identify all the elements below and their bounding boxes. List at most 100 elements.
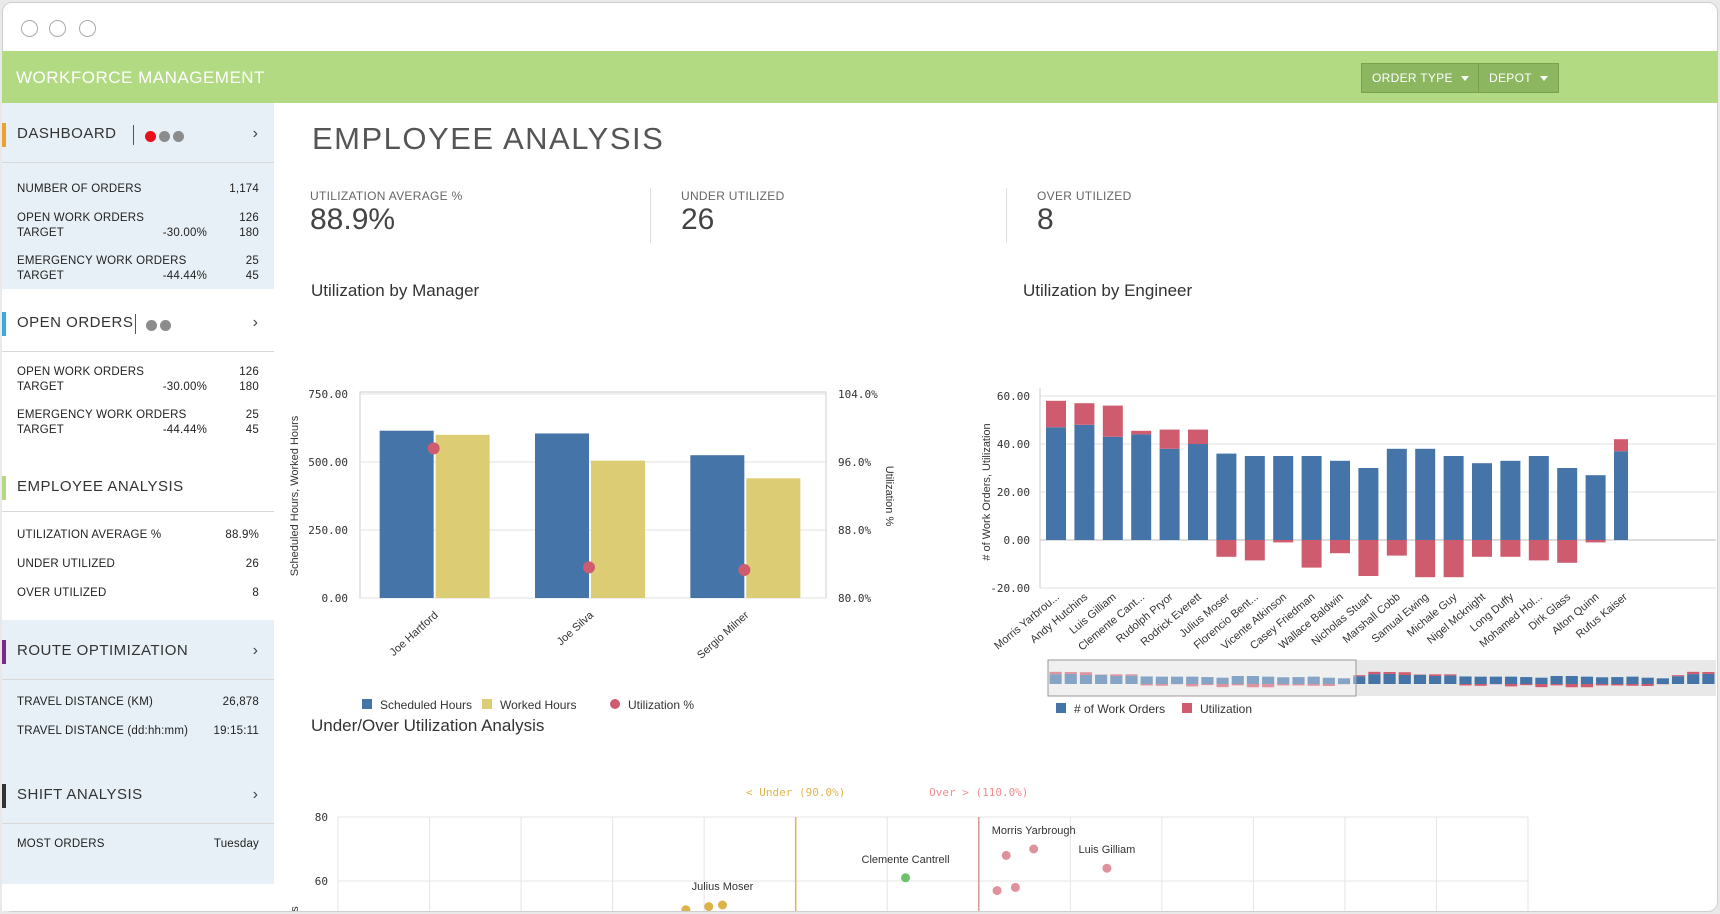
chevron-right-icon[interactable]: › bbox=[252, 786, 258, 803]
scatter-point bbox=[681, 905, 691, 911]
sidebar-section-shift-analysis[interactable]: SHIFT ANALYSIS › bbox=[2, 764, 274, 824]
overview-bar bbox=[1125, 674, 1138, 676]
overview-bar bbox=[1580, 676, 1594, 684]
y-tick-label: 40.00 bbox=[997, 438, 1030, 451]
y-tick-label: 250.00 bbox=[308, 524, 348, 537]
sidebar-section-dashboard[interactable]: DASHBOARD › bbox=[2, 103, 274, 163]
chevron-right-icon[interactable]: › bbox=[252, 125, 258, 142]
overview-bar bbox=[1110, 676, 1123, 684]
legend-swatch bbox=[1182, 703, 1192, 713]
section-title: SHIFT ANALYSIS bbox=[17, 786, 143, 803]
overview-selection-window[interactable] bbox=[1047, 659, 1357, 697]
kpi-value: 8 bbox=[1037, 203, 1054, 236]
overview-bar bbox=[1535, 677, 1548, 684]
overview-bar bbox=[1687, 671, 1700, 675]
order-type-dropdown[interactable]: ORDER TYPE bbox=[1361, 63, 1480, 93]
window-close-button[interactable] bbox=[21, 20, 38, 37]
shift-analysis-metrics: MOST ORDERS Tuesday bbox=[2, 824, 274, 884]
overview-bar bbox=[1322, 677, 1335, 684]
overview-bar bbox=[1125, 675, 1138, 684]
y-tick-label: 750.00 bbox=[308, 388, 348, 401]
overview-bar bbox=[1444, 675, 1457, 684]
y-tick-label: 20.00 bbox=[997, 486, 1030, 499]
metric-row: OPEN WORK ORDERS 126 bbox=[17, 366, 259, 378]
overview-bar bbox=[1277, 677, 1290, 684]
bar-worked-hours bbox=[746, 478, 801, 598]
bar-utilization bbox=[1415, 540, 1436, 578]
bar-work-orders bbox=[1301, 456, 1322, 540]
y-tick-label: 60 bbox=[315, 875, 328, 888]
x-tick-label: Sergio Milner bbox=[695, 609, 751, 662]
page-title: EMPLOYEE ANALYSIS bbox=[312, 121, 665, 156]
app-header: WORKFORCE MANAGEMENT ORDER TYPE DEPOT bbox=[2, 51, 1718, 103]
overview-bar bbox=[1216, 684, 1229, 688]
bar-utilization bbox=[1585, 540, 1606, 543]
y2-tick-label: 88.0% bbox=[838, 524, 871, 537]
depot-dropdown[interactable]: DEPOT bbox=[1478, 63, 1559, 93]
overview-bar bbox=[1596, 677, 1609, 684]
bar-work-orders bbox=[1244, 456, 1265, 540]
y-axis-label: Scheduled Hours, Worked Hours bbox=[289, 415, 301, 576]
bar-utilization bbox=[1102, 405, 1123, 437]
scatter-chart[interactable]: 80 60 Hours < Under (90.0%) Over > (110.0%) J… bbox=[274, 738, 1718, 911]
bar-work-orders bbox=[1614, 451, 1628, 540]
overview-bar bbox=[1550, 684, 1563, 686]
bar-work-orders bbox=[1557, 468, 1578, 540]
app-title: WORKFORCE MANAGEMENT bbox=[16, 68, 265, 87]
kpi-divider bbox=[1006, 188, 1007, 243]
sidebar-section-open-orders[interactable]: OPEN ORDERS › bbox=[2, 292, 274, 352]
manager-chart[interactable]: 0.00 250.00 500.00 750.00 80.0% 88.0% 96.0% 104… bbox=[274, 308, 994, 788]
status-dot-grey bbox=[159, 131, 170, 142]
sidebar-section-route-optimization[interactable]: ROUTE OPTIMIZATION › bbox=[2, 620, 274, 680]
scatter-point bbox=[704, 902, 714, 911]
overview-bar bbox=[1216, 677, 1229, 684]
bar-work-orders bbox=[1528, 456, 1549, 540]
kpi-label: UNDER UTILIZED bbox=[681, 189, 785, 203]
reference-label: Over > (110.0%) bbox=[929, 786, 1028, 799]
chevron-down-icon bbox=[1539, 76, 1548, 82]
overview-bar bbox=[1049, 674, 1062, 684]
overview-bar bbox=[1262, 684, 1275, 688]
bar-utilization bbox=[1046, 400, 1066, 428]
overview-bar bbox=[1489, 676, 1502, 684]
bar-utilization bbox=[1074, 403, 1095, 425]
overview-bar bbox=[1474, 684, 1487, 686]
overview-bar bbox=[1596, 684, 1609, 686]
overview-bar bbox=[1671, 675, 1685, 677]
window-maximize-button[interactable] bbox=[79, 20, 96, 37]
overview-bar bbox=[1429, 674, 1442, 677]
kpi-label: UTILIZATION AVERAGE % bbox=[310, 189, 463, 203]
status-dot-grey bbox=[173, 131, 184, 142]
bar-utilization bbox=[1472, 540, 1492, 557]
bar-utilization bbox=[1557, 540, 1578, 563]
bar-utilization bbox=[1301, 540, 1322, 568]
legend-label: Utilization bbox=[1200, 702, 1252, 716]
overview-bar bbox=[1656, 678, 1669, 684]
section-title: DASHBOARD bbox=[17, 125, 117, 142]
bar-work-orders bbox=[1159, 448, 1180, 540]
point-utilization bbox=[738, 563, 751, 576]
engineer-chart[interactable]: -20.00 0.00 20.00 40.00 60.00 # of Work Order… bbox=[974, 308, 1718, 788]
overview-bar bbox=[1292, 684, 1305, 686]
chevron-right-icon[interactable]: › bbox=[252, 642, 258, 659]
overview-bar bbox=[1641, 684, 1654, 686]
overview-bar bbox=[1186, 676, 1199, 684]
scatter-point bbox=[992, 886, 1002, 896]
window-minimize-button[interactable] bbox=[49, 20, 66, 37]
reference-label: < Under (90.0%) bbox=[746, 786, 845, 799]
overview-bar bbox=[1277, 684, 1290, 686]
overview-bar bbox=[1246, 684, 1260, 688]
bar-utilization bbox=[1614, 439, 1628, 452]
y-axis-label: # of Work Orders, Utilization bbox=[981, 423, 993, 560]
metric-row: TRAVEL DISTANCE (KM) 26,878 bbox=[17, 696, 259, 708]
open-orders-metrics: OPEN WORK ORDERS 126 TARGET -30.00% 180 EME… bbox=[2, 352, 274, 460]
sidebar-section-employee-analysis[interactable]: EMPLOYEE ANALYSIS bbox=[2, 460, 274, 512]
overview-bar bbox=[1611, 677, 1624, 684]
chart-title-engineer: Utilization by Engineer bbox=[1023, 281, 1193, 300]
bar-work-orders bbox=[1443, 456, 1464, 540]
chevron-right-icon[interactable]: › bbox=[252, 314, 258, 331]
overview-bar bbox=[1520, 677, 1533, 684]
overview-bar bbox=[1383, 672, 1396, 674]
overview-bar bbox=[1246, 676, 1260, 684]
overview-bar bbox=[1110, 674, 1123, 677]
